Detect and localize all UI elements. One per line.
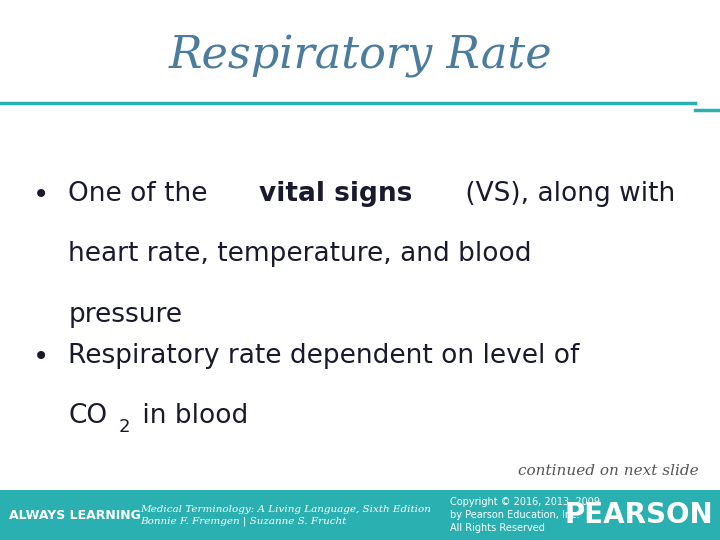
Text: (VS), along with: (VS), along with (457, 181, 675, 207)
Text: Medical Terminology: A Living Language, Sixth Edition
Bonnie F. Fremgen | Suzann: Medical Terminology: A Living Language, … (140, 504, 431, 526)
Text: heart rate, temperature, and blood: heart rate, temperature, and blood (68, 241, 532, 267)
Text: continued on next slide: continued on next slide (518, 464, 698, 478)
Text: PEARSON: PEARSON (564, 501, 713, 529)
Text: CO: CO (68, 403, 107, 429)
Text: vital signs: vital signs (259, 181, 413, 207)
Text: in blood: in blood (134, 403, 248, 429)
Text: 2: 2 (119, 418, 130, 436)
Text: ALWAYS LEARNING: ALWAYS LEARNING (9, 509, 140, 522)
Text: Copyright © 2016, 2013, 2009
by Pearson Education, Inc.
All Rights Reserved: Copyright © 2016, 2013, 2009 by Pearson … (450, 497, 600, 534)
Text: •: • (32, 343, 49, 371)
FancyBboxPatch shape (0, 490, 720, 540)
Text: One of the: One of the (68, 181, 216, 207)
Text: pressure: pressure (68, 302, 182, 328)
Text: Respiratory Rate: Respiratory Rate (168, 35, 552, 78)
Text: Respiratory rate dependent on level of: Respiratory rate dependent on level of (68, 343, 580, 369)
Text: •: • (32, 181, 49, 209)
